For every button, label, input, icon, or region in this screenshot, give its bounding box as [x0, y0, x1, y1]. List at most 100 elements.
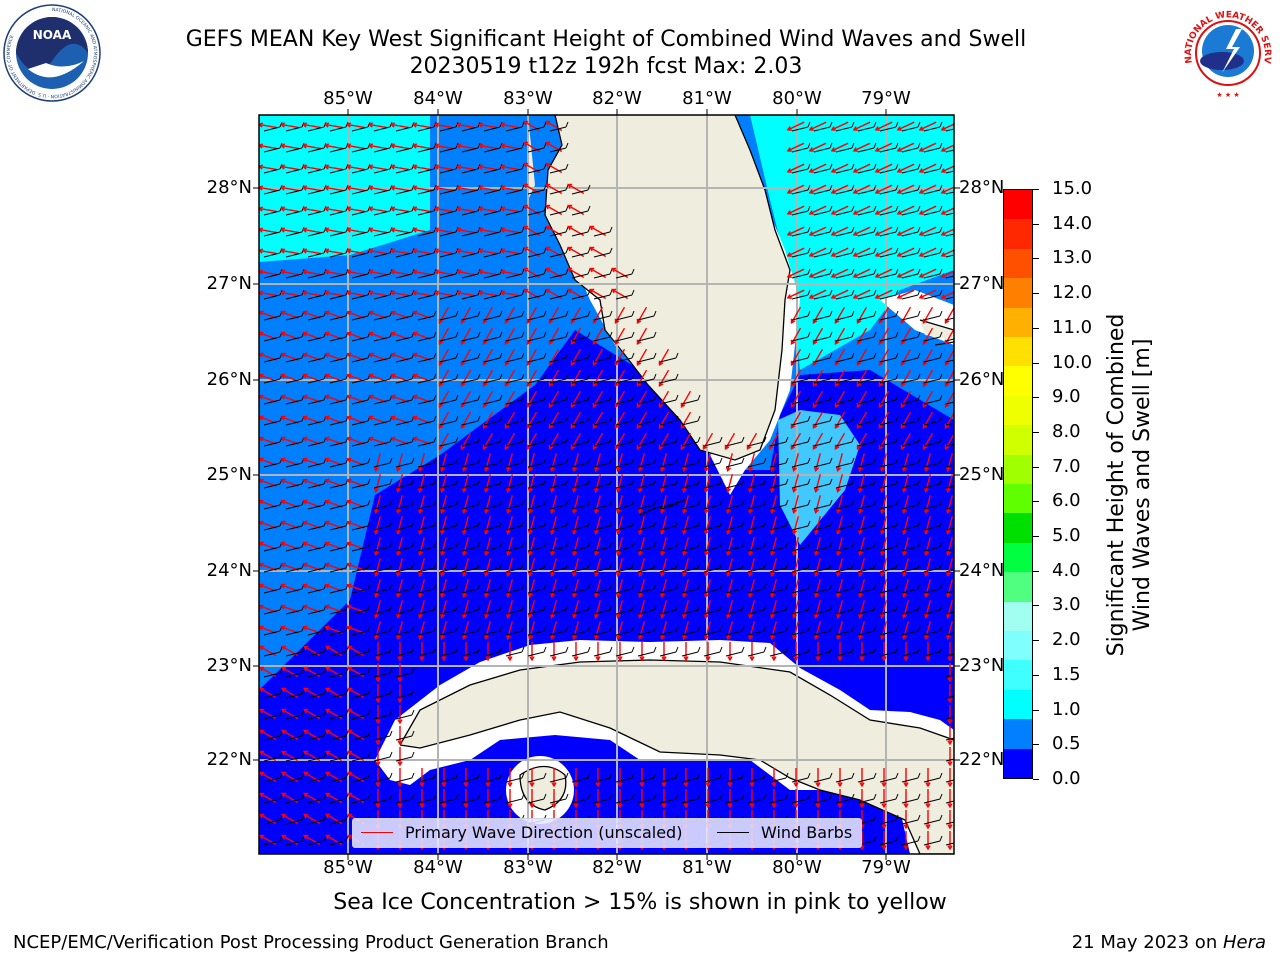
wind-barb [351, 630, 369, 636]
wave-arrow-head [918, 231, 924, 236]
wind-barb [417, 462, 435, 468]
wave-direction-arrow [902, 621, 910, 639]
wave-arrow-head [592, 339, 598, 345]
wind-barb [483, 210, 501, 216]
wind-barb [681, 504, 699, 510]
wave-arrow-head [812, 360, 818, 366]
wave-arrow-head [901, 508, 908, 515]
wind-barb [461, 378, 479, 384]
nws-logo: NATIONAL WEATHER SERVICE ★ ★ ★ [1178, 3, 1276, 101]
wave-direction-arrow [413, 207, 431, 213]
wave-direction-arrow [281, 228, 299, 234]
wave-arrow-head [523, 204, 529, 210]
wave-direction-arrow [325, 291, 343, 297]
wind-barb [263, 210, 281, 216]
wave-direction-arrow [919, 205, 937, 215]
wind-barb-flag [565, 289, 569, 296]
wave-arrow-head [747, 592, 754, 599]
wave-arrow-head [830, 294, 836, 299]
wave-arrow-head [615, 529, 622, 536]
wind-barb [395, 462, 413, 468]
wind-barb [637, 609, 655, 615]
wind-barb [329, 126, 347, 132]
wave-arrow-head [571, 550, 578, 557]
wind-barb [461, 357, 479, 363]
wind-barb [857, 777, 875, 783]
wave-arrow-head [593, 466, 600, 473]
colorbar-tick-label: 4.0 [1052, 559, 1081, 581]
wave-arrow-head [303, 834, 309, 840]
wave-direction-arrow [418, 558, 426, 576]
wave-arrow-head [808, 273, 814, 278]
wave-arrow-head [303, 771, 309, 777]
wind-barb-flag [609, 310, 613, 317]
wind-barb [549, 798, 567, 804]
wind-barb-flag [543, 310, 547, 317]
wind-barb [285, 504, 303, 510]
wind-barb [879, 546, 897, 552]
wind-barb-flag [455, 604, 459, 611]
wind-barb-flag [763, 583, 767, 590]
wind-barb [549, 315, 567, 321]
wave-direction-arrow [814, 453, 822, 471]
wind-barb [285, 273, 303, 279]
wind-barb [901, 420, 919, 426]
wave-direction-arrow [594, 621, 602, 639]
wave-arrow-head [725, 487, 732, 494]
wind-barb [901, 399, 919, 405]
wave-arrow-head [411, 248, 418, 254]
wave-direction-arrow [814, 558, 822, 576]
wave-direction-arrow [462, 579, 470, 597]
wave-direction-arrow [897, 142, 915, 152]
wave-direction-arrow [748, 516, 756, 534]
wind-barb [329, 441, 347, 447]
wave-direction-arrow [572, 495, 580, 513]
wind-barb [769, 546, 787, 552]
wave-arrow-head [280, 583, 286, 589]
wave-arrow-head [527, 487, 534, 494]
wind-barb-flag [962, 332, 964, 337]
wind-barb [813, 525, 831, 531]
wind-barb [483, 273, 501, 279]
wave-direction-arrow [347, 332, 365, 340]
wave-arrow-head [526, 423, 532, 429]
wind-barb-flag [851, 583, 855, 590]
wave-arrow-head [922, 360, 928, 366]
wind-barb [373, 651, 391, 657]
wind-barb [439, 252, 457, 258]
wind-barb-flag [279, 667, 283, 674]
wave-direction-arrow [919, 142, 937, 152]
wave-arrow-head [504, 423, 510, 429]
wave-arrow-head [703, 634, 710, 641]
axis-tick-label: 80°W [772, 88, 822, 109]
wave-direction-arrow [501, 123, 519, 129]
wind-barb [263, 252, 281, 258]
wave-arrow-head [878, 318, 884, 324]
axis-tick-label: 27°N [206, 273, 252, 294]
wind-barb [351, 462, 369, 468]
axis-tick-label: 79°W [861, 88, 911, 109]
wave-direction-arrow [572, 474, 580, 492]
wave-arrow-head [944, 318, 950, 324]
wind-barb-flag [697, 415, 701, 422]
wave-arrow-head [570, 423, 576, 429]
wave-direction-arrow [462, 516, 470, 534]
wave-arrow-head [411, 227, 418, 233]
wave-direction-arrow [303, 563, 321, 571]
wind-barb [725, 462, 743, 468]
wave-arrow-head [857, 466, 864, 473]
wave-arrow-head [703, 529, 710, 536]
wind-barb-flag [895, 562, 899, 569]
wind-barb [373, 294, 391, 300]
wave-arrow-head [837, 782, 843, 788]
wind-barb [659, 588, 677, 594]
wind-barb [725, 798, 743, 804]
wave-arrow-head [790, 444, 796, 450]
wind-barb [615, 567, 633, 573]
wave-arrow-head [390, 373, 396, 379]
wave-direction-arrow [814, 621, 822, 639]
wind-barb-flag [609, 772, 613, 779]
wave-direction-arrow [770, 558, 778, 576]
wind-barb-flag [851, 604, 855, 611]
wind-barb-flag [675, 373, 679, 380]
